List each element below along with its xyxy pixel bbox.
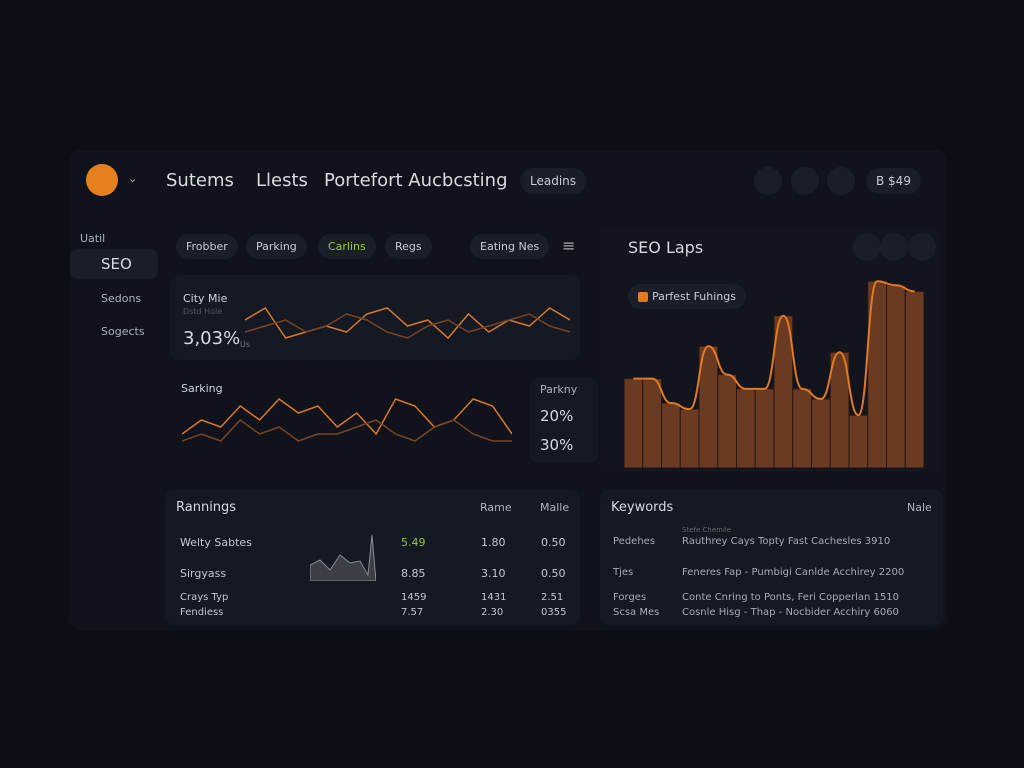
column-header: Malle xyxy=(540,501,570,514)
table-cell: 0355 xyxy=(541,607,567,618)
badge[interactable]: Leadins xyxy=(520,168,587,194)
legend-swatch xyxy=(638,292,648,302)
filter[interactable]: Frobber xyxy=(176,234,238,259)
bar xyxy=(792,388,812,468)
table-title: Keywords xyxy=(611,500,674,515)
bar xyxy=(848,414,869,468)
table-cell: Rauthrey Cays Topty Fast Cachesles 3910 xyxy=(682,536,891,547)
icon-button[interactable] xyxy=(827,167,855,195)
column-header: Rame xyxy=(480,501,512,514)
table-cell: Tjes xyxy=(613,567,634,578)
card-title: City Mie xyxy=(183,292,228,305)
table-cell: 2.51 xyxy=(541,592,564,603)
sparkline xyxy=(310,535,376,581)
avatar[interactable] xyxy=(86,164,118,196)
bar xyxy=(624,378,644,468)
table-cell: 1459 xyxy=(401,592,427,603)
nav-item[interactable]: Portefort Aucbcsting xyxy=(324,170,508,191)
icon-button[interactable] xyxy=(754,167,782,195)
card-title: Sarking xyxy=(181,382,223,395)
table-cell: 8.85 xyxy=(401,567,426,580)
table-cell: 7.57 xyxy=(401,607,424,618)
nav-item[interactable]: Sutems xyxy=(166,170,234,191)
table-cell: Sirgyass xyxy=(180,567,227,580)
card-unit: Us xyxy=(240,340,251,349)
icon-button[interactable] xyxy=(791,167,819,195)
table-cell: Fendiess xyxy=(180,607,224,618)
table-cell: Pedehes xyxy=(613,536,656,547)
table-cell: Forges xyxy=(613,592,647,603)
table-cell: 5.49 xyxy=(401,536,426,549)
series-line xyxy=(182,398,512,436)
sidebar-item[interactable]: SEO xyxy=(101,255,132,273)
filter[interactable]: Eating Nes xyxy=(470,234,550,259)
bar-chart xyxy=(624,280,924,468)
filter[interactable]: Parking xyxy=(246,234,307,259)
menu-icon[interactable]: ≡ xyxy=(562,236,576,255)
card-sub: Dstd Hole xyxy=(183,307,223,316)
nav-item[interactable]: Llests xyxy=(256,170,308,191)
line-chart xyxy=(245,306,570,340)
table-cell: 2.30 xyxy=(481,607,504,618)
series-line xyxy=(633,280,915,417)
card-value: 3,03% xyxy=(183,328,241,349)
bar xyxy=(886,284,906,468)
filter[interactable]: Carlins xyxy=(318,234,376,259)
prev-button[interactable] xyxy=(853,233,881,261)
bar xyxy=(717,374,737,468)
table-cell: 0.50 xyxy=(541,567,566,580)
filter[interactable]: Regs xyxy=(385,234,432,259)
series-line xyxy=(182,419,512,442)
sidebar-item[interactable]: Sedons xyxy=(101,292,142,305)
table-title: Rannings xyxy=(176,500,237,515)
card-value: 30% xyxy=(540,436,574,454)
bar xyxy=(904,290,924,468)
home-button[interactable] xyxy=(880,233,908,261)
next-button[interactable] xyxy=(908,233,936,261)
account[interactable]: B $49 xyxy=(866,168,921,194)
chevron[interactable]: ⌄ xyxy=(128,172,138,185)
bar xyxy=(679,408,700,468)
column-header: Nale xyxy=(907,501,932,514)
table-cell: 1.80 xyxy=(481,536,506,549)
table-cell: Conte Cnring to Ponts, Feri Copperlan 15… xyxy=(682,592,899,603)
card xyxy=(170,275,580,360)
subheader: Stefe Chemile xyxy=(682,526,732,534)
bar xyxy=(642,378,662,468)
table-cell: Feneres Fap - Pumbigi Canlde Acchirey 22… xyxy=(682,567,905,578)
table-cell: Cosnle Hisg - Thap - Nocbider Acchiry 60… xyxy=(682,607,899,618)
bar xyxy=(811,398,831,468)
sidebar-section: Uatil xyxy=(80,232,106,245)
table-cell: 3.10 xyxy=(481,567,506,580)
line-chart xyxy=(182,398,512,442)
table-cell: 0.50 xyxy=(541,536,566,549)
series-line xyxy=(245,306,570,340)
bar xyxy=(754,388,775,468)
card-title: Parkny xyxy=(540,383,578,396)
sidebar-item[interactable]: Sogects xyxy=(101,325,145,338)
table-cell: Welty Sabtes xyxy=(180,536,252,549)
bar xyxy=(736,388,756,468)
table-cell: 1431 xyxy=(481,592,507,603)
series-line xyxy=(245,313,570,339)
table-cell: Crays Typ xyxy=(180,592,229,603)
card-value: 20% xyxy=(540,407,574,425)
table-cell: Scsa Mes xyxy=(613,607,660,618)
card xyxy=(530,378,598,463)
bar xyxy=(661,402,681,468)
sidebar-selected xyxy=(70,249,158,279)
card-title: SEO Laps xyxy=(628,238,704,257)
table xyxy=(600,490,943,625)
